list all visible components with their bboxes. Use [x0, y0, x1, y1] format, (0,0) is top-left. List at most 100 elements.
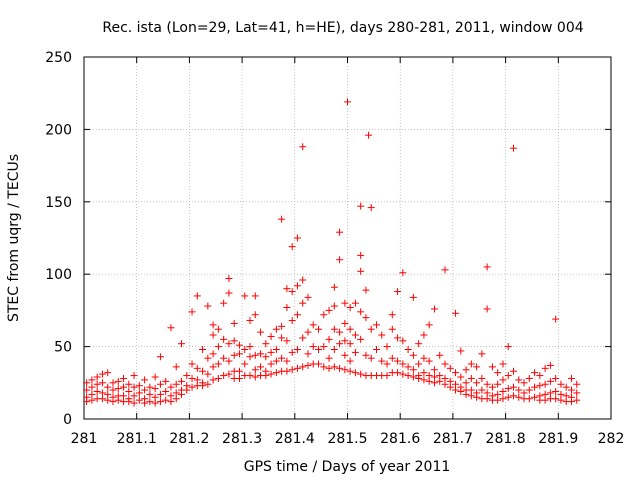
x-tick-label: 281.8 [486, 431, 526, 447]
data-point [257, 350, 265, 358]
data-point [336, 328, 344, 336]
data-point [415, 374, 423, 382]
data-point [220, 354, 228, 362]
data-point [114, 385, 122, 393]
data-point [546, 377, 554, 385]
data-point [372, 321, 380, 329]
x-tick-label: 281 [71, 431, 98, 447]
data-points [83, 98, 581, 407]
data-point [135, 389, 143, 397]
data-point [183, 372, 191, 380]
data-point [309, 343, 317, 351]
data-point [388, 354, 396, 362]
data-point [388, 325, 396, 333]
data-point [531, 383, 539, 391]
data-point [404, 345, 412, 353]
data-point [257, 328, 265, 336]
data-point [430, 366, 438, 374]
data-point [288, 348, 296, 356]
data-point [452, 369, 460, 377]
data-point [341, 366, 349, 374]
data-point [357, 308, 365, 316]
data-point [425, 321, 433, 329]
data-point [330, 325, 338, 333]
data-point [567, 374, 575, 382]
data-point [552, 387, 560, 395]
data-point [372, 345, 380, 353]
data-point [225, 357, 233, 365]
data-point [151, 399, 159, 407]
data-point [567, 398, 575, 406]
data-point [299, 363, 307, 371]
data-point [267, 360, 275, 368]
data-point [557, 380, 565, 388]
data-point [83, 398, 91, 406]
data-point [346, 340, 354, 348]
data-point [235, 367, 243, 375]
data-point [573, 389, 581, 397]
data-point [441, 266, 449, 274]
data-point [204, 370, 212, 378]
data-point [104, 383, 112, 391]
data-point [420, 354, 428, 362]
data-point [104, 396, 112, 404]
data-point [383, 343, 391, 351]
y-axis-label: STEC from uqrg / TECUs [6, 154, 22, 322]
data-point [330, 345, 338, 353]
data-point [209, 321, 217, 329]
data-point [510, 144, 518, 152]
data-point [177, 377, 185, 385]
data-point [362, 351, 370, 359]
data-point [399, 269, 407, 277]
data-point [409, 293, 417, 301]
data-point [573, 396, 581, 404]
data-point [357, 251, 365, 259]
data-point [457, 387, 465, 395]
data-point [462, 390, 470, 398]
data-point [341, 351, 349, 359]
data-point [336, 228, 344, 236]
data-point [93, 373, 101, 381]
data-point [341, 319, 349, 327]
data-point [88, 376, 96, 384]
data-point [214, 374, 222, 382]
data-point [394, 334, 402, 342]
data-point [272, 369, 280, 377]
data-point [204, 302, 212, 310]
data-point [357, 267, 365, 275]
data-point [225, 370, 233, 378]
data-point [156, 390, 164, 398]
data-point [225, 275, 233, 283]
data-point [357, 335, 365, 343]
data-point [125, 398, 133, 406]
data-point [415, 340, 423, 348]
data-point [415, 360, 423, 368]
data-point [504, 372, 512, 380]
data-point [552, 374, 560, 382]
data-point [288, 317, 296, 325]
data-point [494, 369, 502, 377]
data-point [394, 288, 402, 296]
data-point [188, 308, 196, 316]
data-point [546, 361, 554, 369]
data-point [214, 360, 222, 368]
data-point [399, 337, 407, 345]
data-point [177, 390, 185, 398]
data-point [272, 345, 280, 353]
data-point [262, 372, 270, 380]
x-tick-label: 281.6 [380, 431, 420, 447]
x-tick-label: 281.1 [117, 431, 157, 447]
data-point [351, 299, 359, 307]
data-point [114, 396, 122, 404]
data-point [404, 372, 412, 380]
data-point [120, 383, 128, 391]
data-point [420, 376, 428, 384]
data-point [404, 363, 412, 371]
data-point [225, 289, 233, 297]
data-point [409, 373, 417, 381]
data-point [156, 353, 164, 361]
data-point [383, 372, 391, 380]
data-point [135, 396, 143, 404]
data-point [494, 396, 502, 404]
